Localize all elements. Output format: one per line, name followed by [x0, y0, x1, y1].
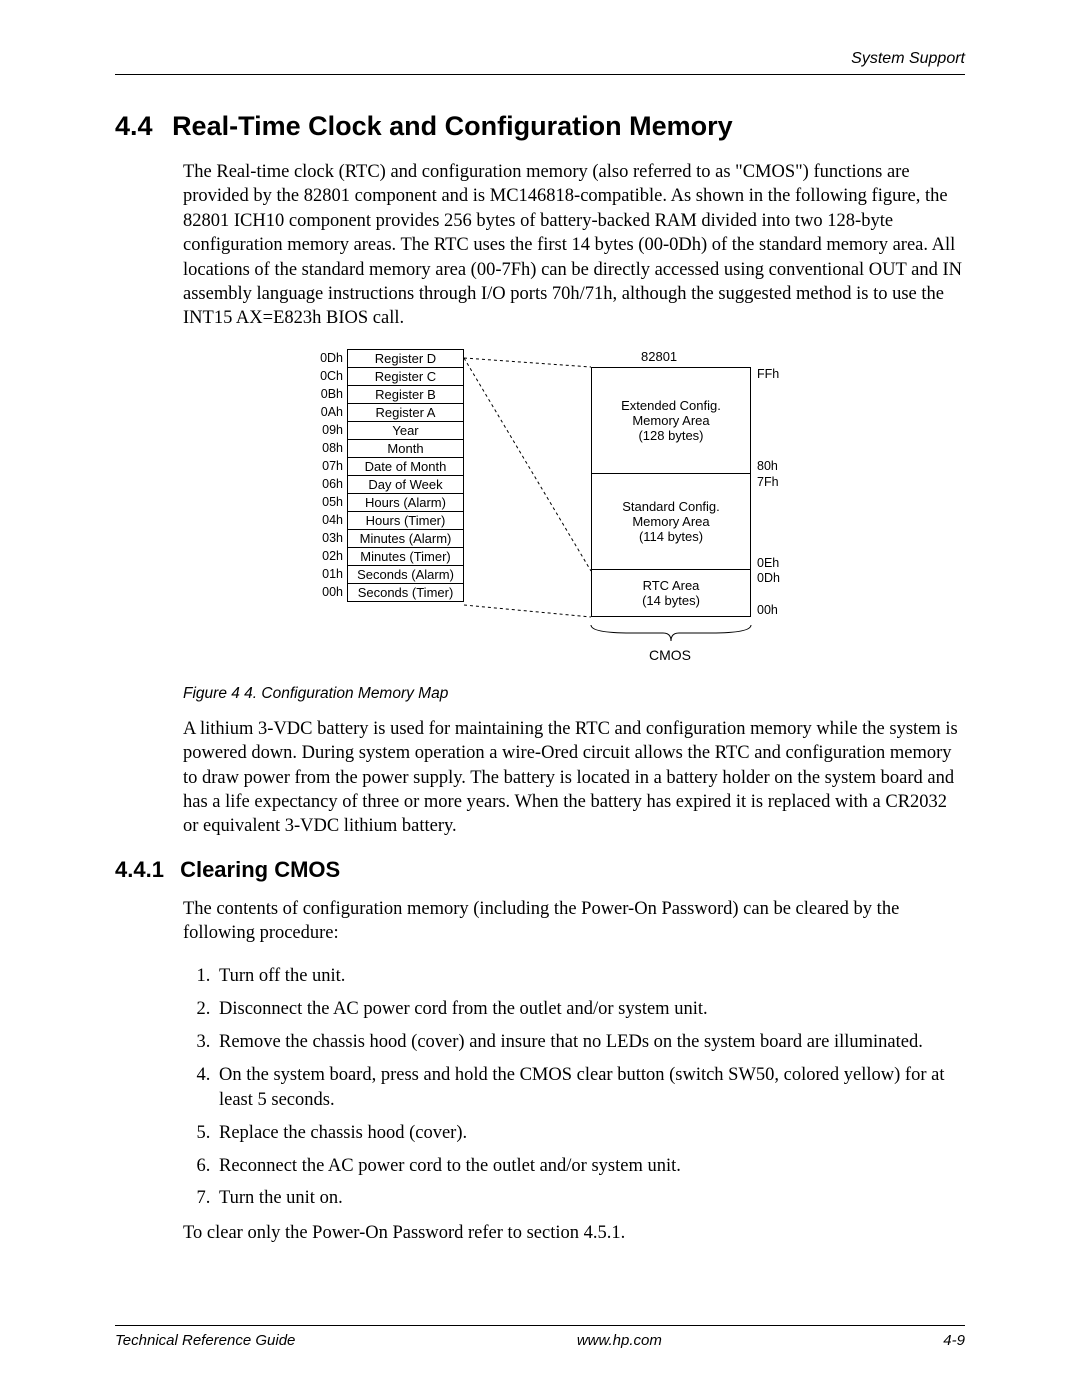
- subsection-intro: The contents of configuration memory (in…: [183, 897, 965, 946]
- register-address: 05h: [313, 495, 343, 509]
- register-cell: Seconds (Alarm): [348, 565, 464, 583]
- register-cell: Hours (Alarm): [348, 493, 464, 511]
- register-cell: Minutes (Timer): [348, 547, 464, 565]
- register-cell: Date of Month: [348, 457, 464, 475]
- register-cell: Register C: [348, 367, 464, 385]
- register-address: 00h: [313, 585, 343, 599]
- register-cell: Seconds (Timer): [348, 583, 464, 601]
- config-memory-diagram: 0Dh 0Ch 0Bh 0Ah 09h 08h 07h 06h 05h 04h 03h 02h 01h 0…: [311, 349, 851, 679]
- register-cell: Register D: [348, 349, 464, 367]
- figure-caption: Figure 4 4. Configuration Memory Map: [183, 685, 965, 703]
- register-address: 01h: [313, 567, 343, 581]
- register-address: 08h: [313, 441, 343, 455]
- footer-center: www.hp.com: [577, 1332, 662, 1349]
- procedure-list: Turn off the unit. Disconnect the AC powe…: [215, 964, 965, 1212]
- subsection-number: 4.4.1: [115, 857, 164, 883]
- procedure-step: Disconnect the AC power cord from the ou…: [215, 997, 965, 1022]
- cmos-label: CMOS: [649, 647, 691, 663]
- register-cell: Hours (Timer): [348, 511, 464, 529]
- subsection-outro: To clear only the Power-On Password refe…: [183, 1221, 965, 1245]
- register-address: 0Ah: [313, 405, 343, 419]
- section-title: Real-Time Clock and Configuration Memory: [172, 111, 733, 141]
- memory-area: Extended Config.Memory Area(128 bytes): [592, 368, 750, 474]
- register-cell: Day of Week: [348, 475, 464, 493]
- register-address: 06h: [313, 477, 343, 491]
- figure: 0Dh 0Ch 0Bh 0Ah 09h 08h 07h 06h 05h 04h 03h 02h 01h 0…: [183, 349, 965, 703]
- register-address: 03h: [313, 531, 343, 545]
- subsection-heading: 4.4.1 Clearing CMOS: [115, 857, 965, 883]
- page-footer: Technical Reference Guide www.hp.com 4-9: [115, 1325, 965, 1349]
- footer-right: 4-9: [943, 1332, 965, 1349]
- register-cell: Year: [348, 421, 464, 439]
- register-table: Register DRegister CRegister BRegister A…: [347, 349, 464, 602]
- chip-label: 82801: [641, 349, 677, 364]
- register-address: 02h: [313, 549, 343, 563]
- section-heading: 4.4 Real-Time Clock and Configuration Me…: [115, 111, 965, 142]
- section-number: 4.4: [115, 111, 153, 142]
- header-rule: [115, 74, 965, 75]
- register-address: 09h: [313, 423, 343, 437]
- procedure-step: On the system board, press and hold the …: [215, 1063, 965, 1113]
- register-address: 0Bh: [313, 387, 343, 401]
- memory-address: 7Fh: [757, 475, 779, 489]
- register-address: 0Dh: [313, 351, 343, 365]
- procedure-step: Replace the chassis hood (cover).: [215, 1121, 965, 1146]
- register-address: 04h: [313, 513, 343, 527]
- procedure-step: Remove the chassis hood (cover) and insu…: [215, 1030, 965, 1055]
- page: System Support 4.4 Real-Time Clock and C…: [0, 0, 1080, 1397]
- section-para-1: The Real-time clock (RTC) and configurat…: [183, 160, 965, 331]
- register-address: 0Ch: [313, 369, 343, 383]
- memory-map-box: Extended Config.Memory Area(128 bytes)St…: [591, 367, 751, 617]
- register-cell: Register A: [348, 403, 464, 421]
- memory-address: FFh: [757, 367, 779, 381]
- procedure-step: Reconnect the AC power cord to the outle…: [215, 1154, 965, 1179]
- memory-address: 80h: [757, 459, 778, 473]
- footer-rule: [115, 1325, 965, 1326]
- procedure-step: Turn the unit on.: [215, 1186, 965, 1211]
- section-para-2: A lithium 3-VDC battery is used for main…: [183, 717, 965, 839]
- register-address: 07h: [313, 459, 343, 473]
- memory-area: RTC Area(14 bytes): [592, 570, 750, 616]
- memory-area: Standard Config.Memory Area(114 bytes): [592, 474, 750, 570]
- footer-left: Technical Reference Guide: [115, 1332, 295, 1349]
- register-cell: Month: [348, 439, 464, 457]
- memory-address: 0Eh: [757, 556, 779, 570]
- running-head: System Support: [115, 50, 965, 68]
- subsection-title: Clearing CMOS: [180, 857, 340, 882]
- memory-address: 00h: [757, 603, 778, 617]
- register-cell: Register B: [348, 385, 464, 403]
- procedure-step: Turn off the unit.: [215, 964, 965, 989]
- register-cell: Minutes (Alarm): [348, 529, 464, 547]
- memory-address: 0Dh: [757, 571, 780, 585]
